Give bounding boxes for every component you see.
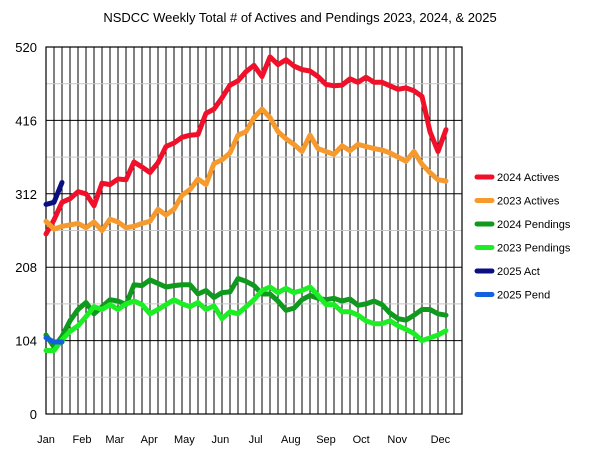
x-tick-label: Aug xyxy=(281,434,301,446)
x-tick-label: Jan xyxy=(37,434,55,446)
y-tick-label: 416 xyxy=(15,113,37,128)
y-tick-label: 104 xyxy=(15,334,37,349)
legend-label-2023-actives: 2023 Actives xyxy=(497,196,560,208)
legend-label-2024-pendings: 2024 Pendings xyxy=(497,219,571,231)
series-line-2024-pendings xyxy=(43,276,449,350)
x-tick-label: Jun xyxy=(212,434,230,446)
x-tick-label: Feb xyxy=(73,434,92,446)
y-axis-ticks: 0 104 208 312 416 520 xyxy=(15,40,37,422)
x-tick-label: Oct xyxy=(353,434,370,446)
grid xyxy=(45,46,463,415)
y-tick-label: 520 xyxy=(15,40,37,55)
x-tick-label: Apr xyxy=(141,434,158,446)
series-lines xyxy=(43,54,449,353)
series-line-2025-pend xyxy=(43,335,65,345)
series-line-2023-actives xyxy=(43,106,449,233)
legend-label-2024-actives: 2024 Actives xyxy=(497,172,560,184)
x-tick-label: Jul xyxy=(249,434,263,446)
series-line-2024-actives xyxy=(43,54,449,237)
series-line-2023-pendings xyxy=(43,284,449,353)
series-line-2025-act xyxy=(43,180,65,207)
y-tick-label: 208 xyxy=(15,260,37,275)
x-tick-label: Dec xyxy=(431,434,451,446)
x-tick-label: Nov xyxy=(387,434,407,446)
legend-label-2025-pend: 2025 Pend xyxy=(497,290,550,302)
x-tick-label: Mar xyxy=(105,434,124,446)
x-tick-label: May xyxy=(174,434,195,446)
legend-label-2025-act: 2025 Act xyxy=(497,266,540,278)
y-tick-label: 312 xyxy=(15,187,37,202)
legend: 2024 Actives 2023 Actives 2024 Pendings 202… xyxy=(474,172,571,302)
chart-title: NSDCC Weekly Total # of Actives and Pend… xyxy=(103,10,496,25)
y-tick-label: 0 xyxy=(30,407,37,422)
legend-label-2023-pendings: 2023 Pendings xyxy=(497,243,571,255)
x-tick-label: Sep xyxy=(316,434,336,446)
x-axis-ticks: Jan Feb Mar Apr May Jun Jul Aug Sep Oct Nov Dec xyxy=(37,434,451,446)
